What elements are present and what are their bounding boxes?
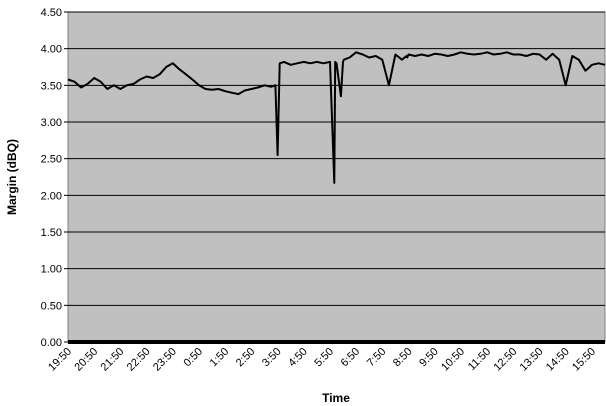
- y-tick-label: 1.50: [41, 227, 62, 239]
- x-tick-label: 22:50: [125, 346, 153, 374]
- y-tick-label: 3.50: [41, 80, 62, 92]
- x-tick-label: 6:50: [339, 346, 363, 370]
- x-tick-label: 2:50: [234, 346, 258, 370]
- y-axis-ticks: 0.00 0.50 1.00 1.50 2.00 2.50 3.00 3.50 4.00 4.50: [41, 7, 68, 349]
- x-tick-label: 5:50: [312, 346, 336, 370]
- y-tick-label: 0.50: [41, 300, 62, 312]
- y-tick-label: 2.50: [41, 154, 62, 166]
- x-tick-label: 15:50: [570, 346, 598, 374]
- y-tick-label: 2.00: [41, 190, 62, 202]
- x-tick-label: 7:50: [365, 346, 389, 370]
- x-tick-label: 13:50: [518, 346, 546, 374]
- y-tick-label: 4.00: [41, 44, 62, 56]
- x-tick-label: 1:50: [208, 346, 232, 370]
- x-tick-label: 14:50: [544, 346, 572, 374]
- x-tick-label: 11:50: [466, 346, 493, 373]
- y-tick-label: 1.00: [41, 264, 62, 276]
- x-tick-label: 12:50: [491, 346, 519, 374]
- x-tick-label: 21:50: [99, 346, 127, 374]
- y-tick-label: 0.00: [41, 337, 62, 349]
- x-tick-label: 9:50: [417, 346, 441, 370]
- x-axis-title: Time: [322, 391, 350, 405]
- x-tick-label: 3:50: [260, 346, 284, 370]
- x-tick-label: 8:50: [391, 346, 415, 370]
- y-tick-label: 4.50: [41, 7, 62, 19]
- x-tick-label: 19:50: [46, 346, 74, 374]
- y-tick-label: 3.00: [41, 117, 62, 129]
- x-tick-label: 20:50: [72, 346, 100, 374]
- gridlines: [68, 11, 605, 306]
- x-tick-label: 4:50: [286, 346, 310, 370]
- x-tick-label: 23:50: [151, 346, 179, 374]
- y-axis-title: Margin (dBQ): [5, 139, 19, 215]
- series-line: [67, 51, 606, 184]
- plot-area: [67, 11, 606, 343]
- x-tick-label: 10:50: [439, 346, 467, 374]
- x-tick-label: 0:50: [181, 346, 205, 370]
